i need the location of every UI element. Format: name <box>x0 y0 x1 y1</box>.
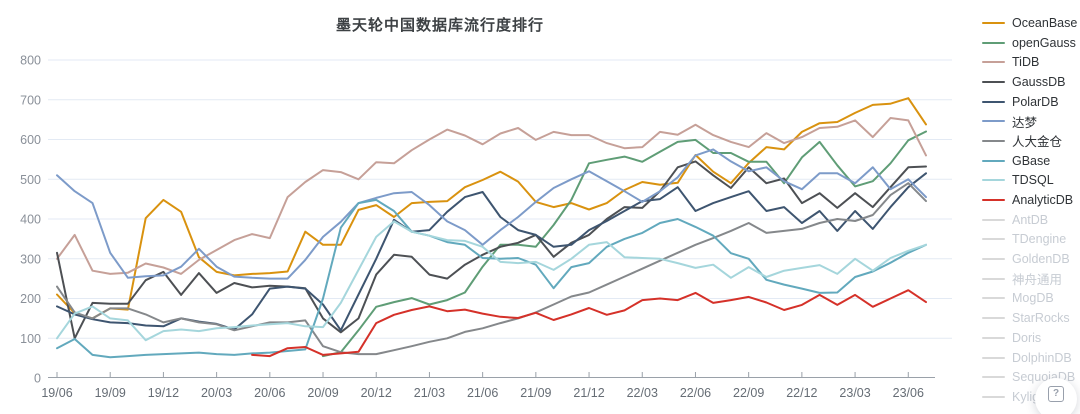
legend-item-AnalyticDB[interactable]: AnalyticDB <box>982 190 1077 210</box>
series-line-OceanBase <box>56 97 927 320</box>
legend-swatch-PolarDB <box>982 100 1005 103</box>
legend-label: PolarDB <box>1012 94 1059 109</box>
legend-swatch-TDSQL <box>982 179 1005 182</box>
legend-label: TDengine <box>1012 232 1067 247</box>
x-axis-label-21/09: 21/09 <box>520 386 551 400</box>
legend-label: OceanBase <box>1012 15 1078 30</box>
legend-swatch-TDengine <box>982 238 1005 241</box>
legend-label: AnalyticDB <box>1012 193 1074 208</box>
help-shortcut-icon: ? <box>1048 386 1064 402</box>
x-axis-label-22/09: 22/09 <box>733 386 764 400</box>
legend-label: AntDB <box>1012 212 1049 227</box>
series-line-人大金仓 <box>56 182 927 356</box>
legend-swatch-DolphinDB <box>982 356 1005 359</box>
legend-item-Doris[interactable]: Doris <box>982 328 1077 348</box>
series-line-GaussDB <box>56 160 927 340</box>
y-axis-label-0: 0 <box>34 372 41 386</box>
chart-legend: OceanBase openGauss TiDB GaussDB PolarDB 达梦人大… <box>982 13 1077 407</box>
x-axis-label-20/12: 20/12 <box>361 386 392 400</box>
x-axis-label-19/12: 19/12 <box>148 386 179 400</box>
line-chart-canvas: 0 100 200 300 400 500 600 700 800 19/06 19/09 19/12… <box>20 54 952 400</box>
legend-swatch-MogDB <box>982 297 1005 300</box>
legend-label: 人大金仓 <box>1012 135 1063 150</box>
y-axis-label-200: 200 <box>20 292 41 306</box>
legend-item-TiDB[interactable]: TiDB <box>982 52 1077 72</box>
y-axis-label-800: 800 <box>20 54 41 68</box>
legend-swatch-神舟通用 <box>982 277 1005 280</box>
legend-label: GBase <box>1012 153 1051 168</box>
legend-item-DolphinDB[interactable]: DolphinDB <box>982 348 1077 368</box>
legend-label: TDSQL <box>1012 173 1054 188</box>
series-line-TDSQL <box>56 220 927 342</box>
legend-swatch-SequoiaDB <box>982 376 1005 379</box>
legend-swatch-Kyligence <box>982 395 1005 398</box>
x-axis-label-22/03: 22/03 <box>627 386 658 400</box>
legend-swatch-OceanBase <box>982 21 1005 24</box>
help-button[interactable]: ? <box>1035 378 1077 414</box>
legend-item-PolarDB[interactable]: PolarDB <box>982 92 1077 112</box>
x-axis-label-22/12: 22/12 <box>786 386 817 400</box>
legend-item-人大金仓[interactable]: 人大金仓 <box>982 131 1077 151</box>
y-axis-label-100: 100 <box>20 332 41 346</box>
y-axis-label-300: 300 <box>20 252 41 266</box>
x-axis-label-19/09: 19/09 <box>95 386 126 400</box>
series-line-openGauss <box>322 130 927 358</box>
legend-label: StarRocks <box>1012 311 1070 326</box>
legend-swatch-AnalyticDB <box>982 199 1005 202</box>
series-line-TiDB <box>56 117 927 275</box>
legend-item-openGauss[interactable]: openGauss <box>982 33 1077 53</box>
x-axis-label-19/06: 19/06 <box>41 386 72 400</box>
legend-label: 达梦 <box>1012 115 1038 130</box>
legend-item-AntDB[interactable]: AntDB <box>982 210 1077 230</box>
legend-item-StarRocks[interactable]: StarRocks <box>982 308 1077 328</box>
x-axis-label-20/06: 20/06 <box>254 386 285 400</box>
legend-swatch-StarRocks <box>982 317 1005 320</box>
legend-label: GaussDB <box>1012 74 1066 89</box>
series-line-AnalyticDB <box>251 289 927 358</box>
series-line-GBase <box>56 198 927 359</box>
y-axis-label-700: 700 <box>20 93 41 107</box>
x-axis-label-20/03: 20/03 <box>201 386 232 400</box>
y-axis-label-600: 600 <box>20 133 41 147</box>
legend-item-OceanBase[interactable]: OceanBase <box>982 13 1077 33</box>
legend-swatch-达梦 <box>982 120 1005 123</box>
y-axis-label-500: 500 <box>20 173 41 187</box>
legend-item-TDengine[interactable]: TDengine <box>982 230 1077 250</box>
legend-swatch-GaussDB <box>982 80 1005 83</box>
legend-item-GBase[interactable]: GBase <box>982 151 1077 171</box>
legend-label: MogDB <box>1012 291 1054 306</box>
x-axis-label-22/06: 22/06 <box>680 386 711 400</box>
legend-swatch-AntDB <box>982 218 1005 221</box>
x-axis-label-21/06: 21/06 <box>467 386 498 400</box>
x-axis-label-20/09: 20/09 <box>307 386 338 400</box>
legend-swatch-GBase <box>982 159 1005 162</box>
legend-label: DolphinDB <box>1012 350 1072 365</box>
legend-item-GoldenDB[interactable]: GoldenDB <box>982 249 1077 269</box>
legend-label: 神舟通用 <box>1012 273 1063 288</box>
legend-label: TiDB <box>1012 55 1040 70</box>
legend-item-达梦[interactable]: 达梦 <box>982 111 1077 131</box>
legend-item-神舟通用[interactable]: 神舟通用 <box>982 269 1077 289</box>
legend-item-GaussDB[interactable]: GaussDB <box>982 72 1077 92</box>
legend-swatch-GoldenDB <box>982 258 1005 261</box>
legend-swatch-人大金仓 <box>982 139 1005 142</box>
legend-swatch-openGauss <box>982 41 1005 44</box>
legend-label: GoldenDB <box>1012 252 1070 267</box>
legend-item-MogDB[interactable]: MogDB <box>982 289 1077 309</box>
x-axis-label-21/12: 21/12 <box>573 386 604 400</box>
legend-label: openGauss <box>1012 35 1076 50</box>
legend-swatch-TiDB <box>982 61 1005 64</box>
legend-item-TDSQL[interactable]: TDSQL <box>982 171 1077 191</box>
legend-swatch-Doris <box>982 336 1005 339</box>
legend-label: Doris <box>1012 330 1042 345</box>
x-axis-label-21/03: 21/03 <box>414 386 445 400</box>
y-axis-label-400: 400 <box>20 213 41 227</box>
x-axis-label-23/03: 23/03 <box>839 386 870 400</box>
chart-title: 墨天轮中国数据库流行度排行 <box>335 17 544 34</box>
x-axis-label-23/06: 23/06 <box>893 386 924 400</box>
series-line-达梦 <box>56 148 927 280</box>
